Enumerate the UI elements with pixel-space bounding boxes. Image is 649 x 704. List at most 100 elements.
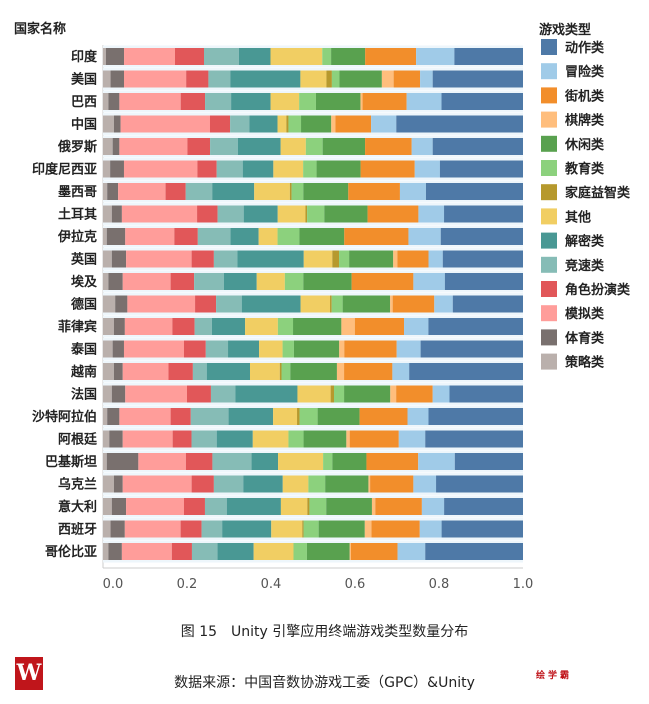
bar-segment [425, 430, 523, 448]
bar-segment [204, 498, 227, 515]
bar-segment [237, 138, 281, 155]
bar-segment [315, 93, 361, 110]
legend-swatch [541, 160, 557, 176]
bar-segment [409, 363, 523, 380]
bar-segment [322, 138, 366, 155]
bar-segment [349, 543, 351, 560]
bar-segment [103, 340, 113, 358]
bar-segment [119, 408, 171, 425]
bar-segment [183, 498, 205, 515]
bar-segment [123, 160, 198, 178]
bar-segment [326, 70, 332, 88]
bar-segment [270, 48, 323, 65]
legend-label: 动作类 [565, 40, 605, 56]
bar-segment [288, 115, 302, 133]
bar-segment [217, 205, 244, 223]
bar-segment [297, 408, 300, 425]
bar-segment [393, 250, 398, 268]
bar-segment [293, 318, 342, 335]
bar-segment [113, 318, 125, 335]
bar-segment [413, 273, 445, 290]
bar-segment [126, 250, 192, 268]
country-label: 巴西 [71, 95, 97, 110]
bar-segment [213, 475, 244, 493]
bar-segment [349, 430, 399, 448]
country-label: 越南 [70, 364, 97, 380]
bar-segment [125, 385, 187, 403]
bar-segment [316, 160, 361, 178]
bar-segment [371, 498, 376, 515]
bar-segment [119, 93, 181, 110]
bar-segment [332, 250, 340, 268]
watermark: 绘学霸 [536, 671, 573, 681]
bar-segment [286, 115, 289, 133]
bar-segment [278, 453, 324, 470]
bar-segment [194, 273, 224, 290]
bar-segment [254, 183, 290, 200]
bar-segment [103, 273, 109, 290]
bar-segment [258, 228, 278, 245]
country-labels: 印度美国巴西中国俄罗斯印度尼西亚墨西哥土耳其伊拉克英国埃及德国菲律宾泰国越南法国… [32, 49, 98, 560]
legend-swatch [541, 208, 557, 225]
bar-segment [249, 115, 278, 133]
bar-segment [111, 385, 126, 403]
bar-segment [180, 520, 202, 538]
bar-segment [416, 48, 455, 65]
bar-segment [191, 430, 217, 448]
legend-swatch [541, 39, 557, 55]
bar-segment [112, 138, 120, 155]
bar-segment [172, 430, 192, 448]
bar-segment [281, 363, 291, 380]
bar-segment [277, 115, 287, 133]
bar-segment [103, 385, 112, 403]
bar-segment [237, 250, 304, 268]
bar-segment [273, 160, 304, 178]
bar-segment [331, 70, 340, 88]
bar-segment [209, 115, 231, 133]
bar-segment [332, 453, 367, 470]
bar-segment [187, 138, 211, 155]
bar-segment [360, 93, 363, 110]
bar-segment [325, 475, 369, 493]
bar-segment [404, 318, 429, 335]
bar-segment [303, 160, 317, 178]
bar-segment [297, 385, 331, 403]
bar-segment [408, 228, 441, 245]
bar-segment [432, 138, 523, 155]
bar-segment [439, 160, 523, 178]
bar-segment [273, 408, 298, 425]
country-label: 泰国 [70, 342, 97, 358]
legend-label: 角色扮演类 [565, 282, 631, 298]
legend-swatch [541, 232, 557, 249]
legend-swatch [541, 305, 557, 322]
bar-segment [126, 498, 184, 515]
x-tick-label: 0.6 [345, 577, 366, 592]
bar-segment [306, 543, 350, 560]
bar-segment [331, 295, 343, 313]
bar-segment [110, 520, 125, 538]
bar-segment [390, 295, 393, 313]
bar-segment [344, 385, 391, 403]
bar-segment [323, 453, 333, 470]
bar-segment [243, 205, 278, 223]
bar-segment [293, 543, 307, 560]
legend-swatch [541, 256, 557, 273]
bar-segment [103, 363, 114, 380]
bar-segment [390, 385, 397, 403]
bar-segment [307, 205, 325, 223]
bar-segment [103, 183, 108, 200]
bar-segment [282, 475, 309, 493]
bar-segment [425, 183, 523, 200]
bar-segment [252, 430, 289, 448]
bar-segment [216, 430, 253, 448]
bar-segment [301, 115, 332, 133]
bar-segment [186, 70, 209, 88]
country-label: 伊拉克 [57, 229, 97, 245]
bar-segment [103, 205, 112, 223]
bar-segment [444, 273, 523, 290]
bar-segment [223, 273, 257, 290]
bar-segment [397, 250, 429, 268]
bar-segment [454, 453, 523, 470]
bar-segment [185, 453, 213, 470]
bar-segment [396, 340, 421, 358]
